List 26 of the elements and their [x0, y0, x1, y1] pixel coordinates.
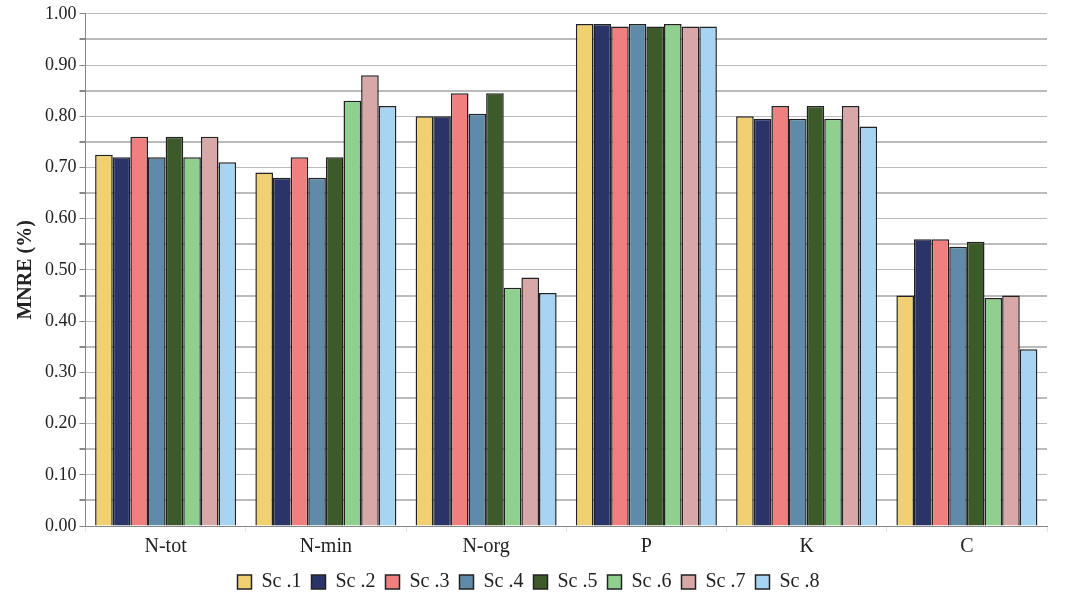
y-tick-label: 0.10	[45, 463, 77, 484]
y-tick-label: 0.50	[45, 258, 77, 279]
legend-label: Sc .7	[705, 569, 746, 592]
y-tick-label: 0.30	[45, 361, 77, 382]
legend-label: Sc .8	[779, 569, 820, 592]
y-tick-label: 1.00	[45, 2, 77, 23]
y-tick-label: 0.60	[45, 207, 77, 228]
x-tick-label: K	[799, 534, 815, 557]
y-axis-title: MNRE (%)	[13, 220, 37, 320]
legend-label: Sc .2	[335, 569, 376, 592]
legend-label: Sc .3	[409, 569, 450, 592]
x-tick-label: N-tot	[144, 534, 188, 557]
y-tick-label: 0.40	[45, 309, 77, 330]
y-tick-label: 0.90	[45, 53, 77, 74]
x-tick-label: N-org	[462, 534, 510, 558]
x-tick-label: C	[960, 534, 974, 557]
y-tick-label: 0.00	[45, 514, 77, 535]
legend-label: Sc .4	[483, 569, 524, 592]
legend-label: Sc .1	[261, 569, 302, 592]
y-tick-label: 0.70	[45, 156, 77, 177]
y-tick-label: 0.20	[45, 412, 77, 433]
x-tick-label: N-min	[299, 534, 352, 557]
x-tick-label: P	[640, 534, 652, 557]
y-tick-label: 0.80	[45, 104, 77, 125]
legend-label: Sc .5	[557, 569, 598, 592]
legend-label: Sc .6	[631, 569, 672, 592]
